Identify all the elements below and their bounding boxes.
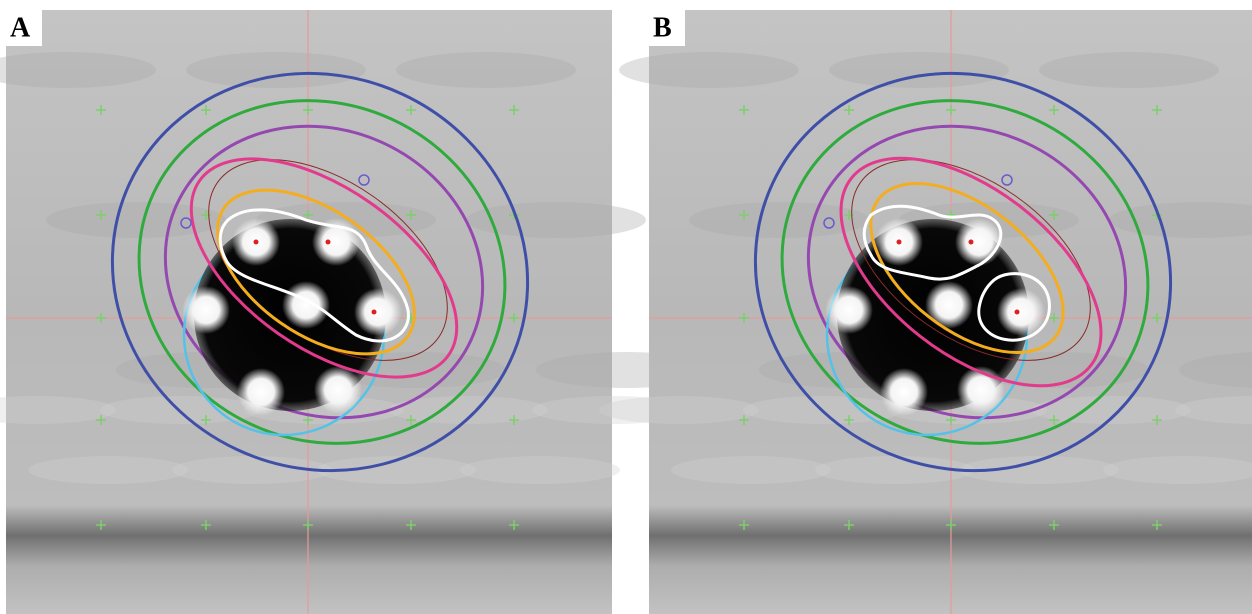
panel-label: B (653, 12, 672, 43)
marker-dot (997, 288, 1045, 336)
marker-dot (237, 368, 285, 416)
texture (619, 52, 799, 88)
target-point (372, 310, 377, 315)
texture (46, 202, 226, 238)
marker-dot (282, 281, 330, 329)
texture (28, 456, 188, 484)
target-point (254, 240, 259, 245)
panel-a: A (0, 6, 716, 614)
texture (186, 52, 366, 88)
target-point (326, 240, 331, 245)
texture (1039, 52, 1219, 88)
target-point (969, 240, 974, 245)
texture (829, 52, 1009, 88)
figure: A B (0, 0, 1252, 614)
texture (599, 396, 759, 424)
marker-dot (955, 218, 1003, 266)
panel-b: B (599, 6, 1252, 614)
target-point (897, 240, 902, 245)
marker-dot (314, 366, 362, 414)
panel-label: A (10, 12, 31, 43)
marker-dot (925, 281, 973, 329)
texture (460, 456, 620, 484)
target-point (1015, 310, 1020, 315)
marker-dot (825, 286, 873, 334)
marker-dot (354, 288, 402, 336)
texture (671, 456, 831, 484)
texture (396, 52, 576, 88)
marker-dot (880, 368, 928, 416)
marker-dot (182, 286, 230, 334)
